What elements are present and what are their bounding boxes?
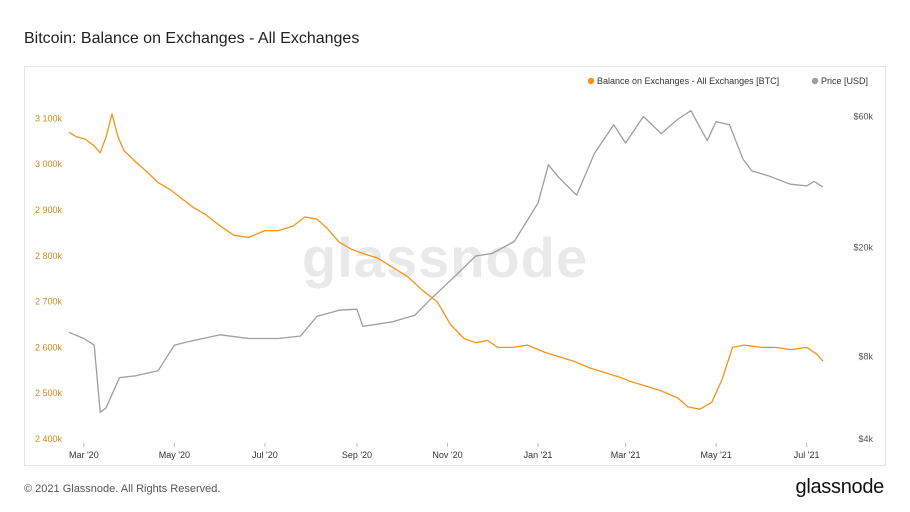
series-layer (68, 110, 824, 414)
legend-swatch-balance (587, 77, 595, 85)
y-left-tick-label: 2 600k (35, 342, 63, 352)
glassnode-logo[interactable]: glassnode (795, 476, 885, 498)
y-axis-left: 2 400k 2 500k 2 600k 2 700k 2 800k 2 900k 3 00… (35, 113, 63, 444)
chart-title: Bitcoin: Balance on Exchanges - All Exch… (24, 30, 360, 47)
y-axis-right: $4k $8k $20k $60k (853, 112, 873, 444)
x-axis: Mar '20 May '20 Jul '20 Sep '20 Nov '20 Jan '… (69, 443, 820, 460)
chart-legend: Balance on Exchanges - All Exchanges [BT… (587, 76, 868, 86)
x-tick-label: May '21 (701, 450, 732, 460)
legend-swatch-price (811, 77, 819, 85)
x-tick-label: May '20 (159, 450, 190, 460)
y-right-tick-label: $8k (858, 351, 873, 361)
y-right-tick-label: $4k (858, 434, 873, 444)
series-line-balance (68, 113, 824, 410)
x-tick-label: Mar '20 (69, 450, 99, 460)
legend-label-balance[interactable]: Balance on Exchanges - All Exchanges [BT… (597, 76, 779, 86)
y-left-tick-label: 2 900k (35, 205, 63, 215)
y-left-tick-label: 2 700k (35, 297, 63, 307)
y-left-tick-label: 3 100k (35, 113, 63, 123)
chart-canvas: glassnode Balance on Exchanges - All Exc… (35, 76, 873, 460)
x-tick-label: Jul '21 (794, 450, 820, 460)
series-line-price (68, 110, 824, 414)
y-right-tick-label: $20k (853, 242, 873, 252)
y-right-tick-label: $60k (853, 112, 873, 122)
y-left-tick-label: 2 500k (35, 388, 63, 398)
x-tick-label: Jul '20 (252, 450, 278, 460)
x-tick-label: Sep '20 (342, 450, 372, 460)
copyright-text: © 2021 Glassnode. All Rights Reserved. (24, 483, 221, 495)
y-left-tick-label: 2 400k (35, 434, 63, 444)
x-tick-label: Mar '21 (611, 450, 641, 460)
x-tick-label: Nov '20 (432, 450, 462, 460)
legend-label-price[interactable]: Price [USD] (821, 76, 868, 86)
chart-panel: glassnode Balance on Exchanges - All Exc… (24, 66, 886, 466)
y-left-tick-label: 2 800k (35, 251, 63, 261)
y-left-tick-label: 3 000k (35, 159, 63, 169)
x-tick-label: Jan '21 (524, 450, 553, 460)
watermark-text: glassnode (302, 226, 588, 289)
